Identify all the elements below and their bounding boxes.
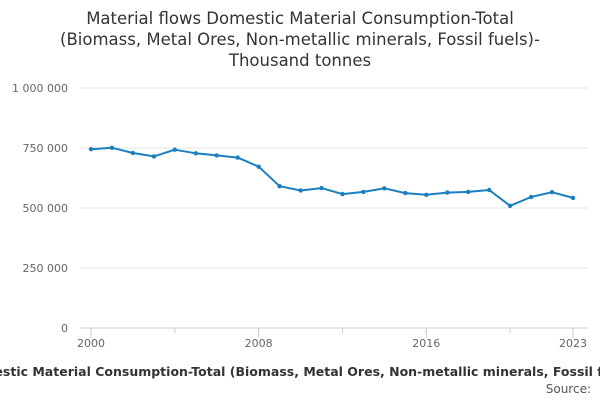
data-point[interactable] bbox=[361, 189, 366, 195]
data-point[interactable] bbox=[319, 185, 324, 191]
x-tick-label: 2023 bbox=[559, 337, 587, 350]
legend: Domestic Material Consumption-Total (Bio… bbox=[0, 364, 600, 384]
series-layer bbox=[88, 145, 576, 208]
data-point[interactable] bbox=[382, 186, 387, 191]
data-point[interactable] bbox=[466, 189, 471, 195]
source-label: Source: bbox=[545, 382, 591, 396]
data-point[interactable] bbox=[256, 164, 261, 169]
data-point[interactable] bbox=[445, 190, 450, 195]
y-tick-label: 0 bbox=[61, 322, 68, 335]
data-point[interactable] bbox=[172, 147, 177, 152]
data-point[interactable] bbox=[151, 154, 157, 159]
data-point[interactable] bbox=[507, 203, 513, 208]
data-point[interactable] bbox=[130, 150, 136, 156]
data-point[interactable] bbox=[424, 192, 429, 197]
y-tick-label: 1 000 000 bbox=[12, 82, 68, 95]
data-point[interactable] bbox=[277, 184, 282, 189]
gridlines bbox=[80, 87, 588, 269]
legend-item[interactable]: Domestic Material Consumption-Total (Bio… bbox=[0, 364, 600, 379]
chart-title-line-2: (Biomass, Metal Ores, Non-metallic miner… bbox=[60, 30, 540, 49]
data-point[interactable] bbox=[214, 153, 219, 158]
data-point[interactable] bbox=[235, 155, 240, 160]
x-tick-label: 2016 bbox=[412, 337, 440, 350]
y-tick-label: 500 000 bbox=[23, 202, 69, 215]
data-point[interactable] bbox=[487, 187, 492, 193]
data-point[interactable] bbox=[549, 190, 555, 195]
x-tick-label: 2000 bbox=[77, 337, 105, 350]
series-line bbox=[90, 146, 574, 207]
chart-title-line-3: Thousand tonnes bbox=[228, 51, 372, 70]
legend-label: Domestic Material Consumption-Total (Bio… bbox=[0, 364, 600, 379]
data-point[interactable] bbox=[340, 191, 345, 197]
chart-title: Material flows Domestic Material Consump… bbox=[0, 8, 600, 71]
x-axis-tick-labels: 2000 2008 2016 2023 bbox=[77, 337, 587, 350]
data-point[interactable] bbox=[528, 194, 534, 200]
data-point[interactable] bbox=[88, 147, 94, 152]
x-axis bbox=[80, 327, 588, 338]
y-tick-label: 750 000 bbox=[23, 142, 69, 155]
data-point[interactable] bbox=[109, 145, 115, 150]
data-point[interactable] bbox=[298, 188, 303, 193]
x-tick-label: 2008 bbox=[245, 337, 273, 350]
y-axis-tick-labels: 0 250 000 500 000 750 000 1 000 000 bbox=[12, 82, 68, 335]
data-point[interactable] bbox=[570, 195, 576, 201]
data-point[interactable] bbox=[193, 151, 198, 156]
chart-title-line-1: Material flows Domestic Material Consump… bbox=[86, 9, 514, 28]
data-point[interactable] bbox=[403, 190, 408, 196]
y-tick-label: 250 000 bbox=[23, 262, 69, 275]
